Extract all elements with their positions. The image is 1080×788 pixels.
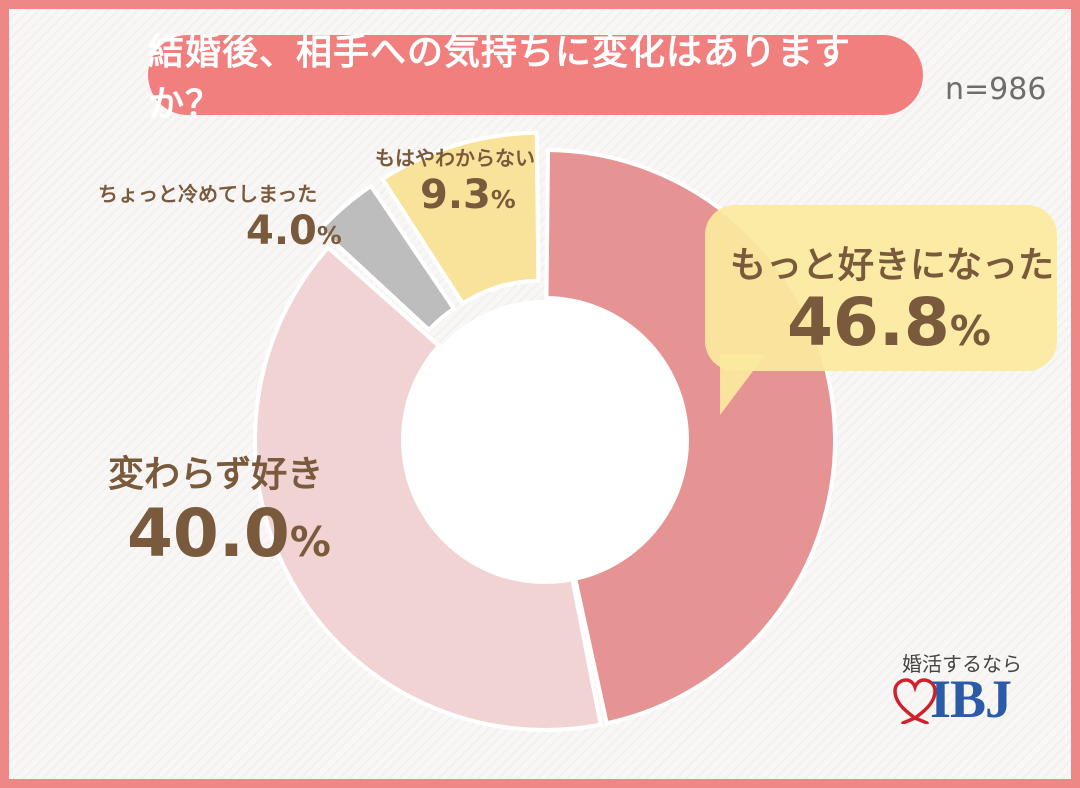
label-unsure-name: もはやわからない bbox=[375, 146, 535, 170]
logo-brand: IBJ bbox=[930, 669, 1012, 729]
slice-unsure bbox=[379, 130, 541, 307]
slice-cooled bbox=[317, 183, 457, 333]
label-more-love-value: 46.8% bbox=[787, 284, 991, 361]
label-same-love-name: 変わらず好き bbox=[108, 454, 324, 495]
chart-title: 結婚後、相手への気持ちに変化はありますか？ bbox=[148, 32, 923, 125]
slice-same-love bbox=[253, 244, 604, 732]
label-cooled-name: ちょっと冷めてしまった bbox=[98, 182, 318, 206]
label-cooled-value: 4.0% bbox=[246, 208, 342, 254]
sample-size: n=986 bbox=[945, 72, 1047, 107]
heart-icon bbox=[893, 678, 937, 724]
highlight-bubble-tail bbox=[720, 355, 765, 415]
label-same-love-value: 40.0% bbox=[127, 495, 331, 572]
donut-hole bbox=[405, 300, 685, 580]
label-more-love-name: もっと好きになった bbox=[730, 245, 1055, 286]
highlight-bubble bbox=[705, 205, 1057, 371]
logo-tagline: 婚活するなら bbox=[902, 652, 1022, 676]
label-unsure-value: 9.3% bbox=[420, 172, 516, 218]
